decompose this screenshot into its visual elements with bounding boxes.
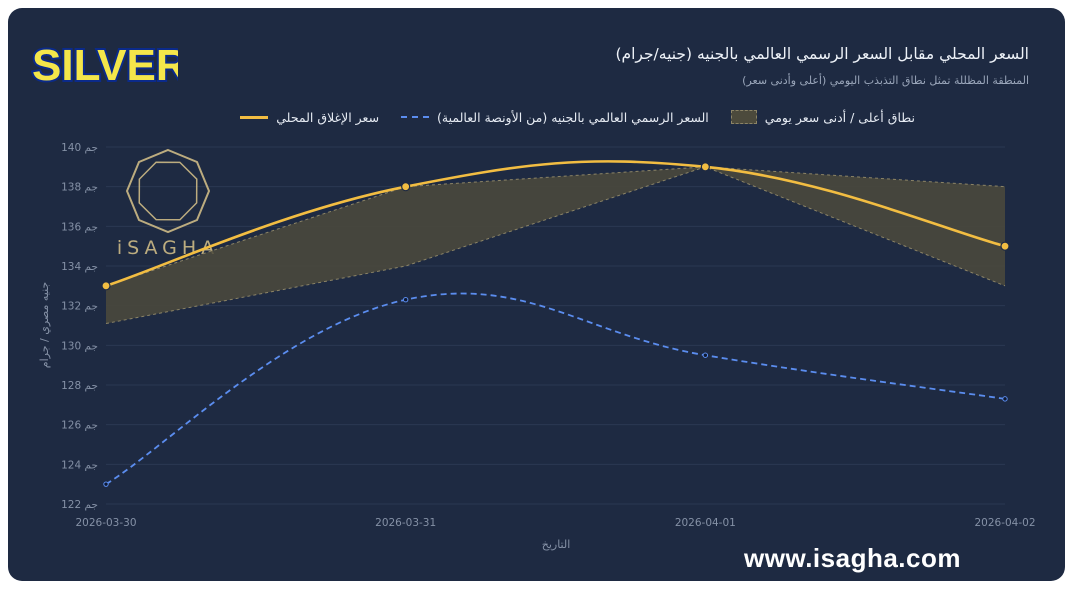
y-tick-label: 140 جم: [61, 142, 98, 154]
y-tick-label: 128 جم: [61, 380, 98, 392]
x-tick-label: 2026-03-31: [375, 517, 436, 529]
y-tick-label: 136 جم: [61, 221, 98, 233]
point-local: [101, 281, 111, 291]
y-axis-label: جنيه مصري / جرام: [38, 282, 51, 368]
brand-octagon-outer: [125, 148, 211, 234]
website-watermark: www.isagha.com: [744, 543, 961, 573]
point-local: [401, 182, 411, 192]
legend-label-local: سعر الإغلاق المحلي: [276, 109, 380, 125]
brand-mark: iSAGHA: [117, 148, 214, 259]
brand-octagon-inner: [138, 161, 198, 221]
series-lines: [105, 160, 1006, 485]
y-tick-label: 126 جم: [61, 420, 98, 432]
legend-swatch-local: [240, 115, 269, 119]
x-tick-labels: 2026-03-30 2026-03-31 2026-04-01 2026-04-02: [75, 517, 1035, 529]
chart-legend: سعر الإغلاق المحلي السعر الرسمي العالمي …: [240, 106, 915, 128]
legend-swatch-range: [730, 110, 757, 124]
range-band: [105, 166, 1006, 325]
x-tick-label: 2026-04-01: [675, 517, 736, 529]
legend-swatch-global: [401, 116, 430, 118]
point-global: [402, 297, 409, 303]
range-low-line: [105, 166, 1006, 325]
y-tick-labels: 122 جم 124 جم 126 جم 128 جم 130 جم 132 جم 134 …: [61, 142, 98, 511]
point-local: [700, 162, 710, 172]
x-tick-label: 2026-04-02: [974, 517, 1035, 529]
x-axis-label: التاريخ: [542, 538, 571, 551]
point-global: [702, 352, 709, 358]
point-global: [103, 481, 109, 487]
y-tick-label: 130 جم: [61, 340, 98, 352]
silver-logo: SILVER: [30, 39, 178, 92]
legend-item-global[interactable]: السعر الرسمي العالمي بالجنيه (من الأونصة…: [401, 110, 709, 125]
point-global: [1002, 396, 1008, 402]
y-tick-label: 134 جم: [61, 261, 98, 273]
chart-title: السعر المحلي مقابل السعر الرسمي العالمي …: [615, 45, 1029, 63]
x-tick-label: 2026-03-30: [75, 517, 136, 529]
legend-item-range[interactable]: نطاق أعلى / أدنى سعر يومي: [730, 109, 915, 125]
legend-label-range: نطاق أعلى / أدنى سعر يومي: [764, 109, 915, 125]
y-tick-label: 122 جم: [61, 499, 98, 511]
y-tick-label: 132 جم: [61, 301, 98, 313]
range-fill: [106, 166, 1005, 324]
series-line-global: [105, 292, 1006, 485]
point-local: [1000, 241, 1010, 251]
y-tick-label: 138 جم: [61, 182, 98, 194]
legend-item-local[interactable]: سعر الإغلاق المحلي: [240, 110, 379, 125]
y-tick-label: 124 جم: [61, 459, 98, 471]
silver-logo-text: SILVER: [32, 41, 178, 90]
series-line-local: [105, 160, 1006, 288]
chart-subtitle: المنطقة المظللة تمثل نطاق التذبذب اليومي…: [742, 74, 1029, 87]
legend-label-global: السعر الرسمي العالمي بالجنيه (من الأونصة…: [437, 109, 709, 125]
range-high-line: [105, 166, 1006, 287]
series-points: [101, 162, 1010, 487]
